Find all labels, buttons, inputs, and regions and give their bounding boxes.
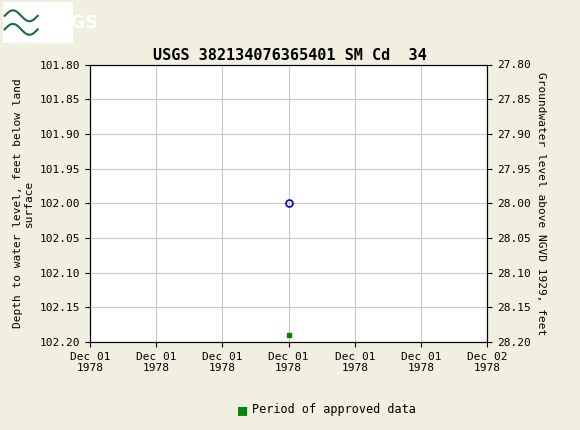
Text: Period of approved data: Period of approved data (252, 403, 416, 416)
Y-axis label: Depth to water level, feet below land
surface: Depth to water level, feet below land su… (13, 78, 34, 328)
Text: USGS: USGS (44, 14, 99, 31)
Text: USGS 382134076365401 SM Cd  34: USGS 382134076365401 SM Cd 34 (153, 48, 427, 62)
Y-axis label: Groundwater level above NGVD 1929, feet: Groundwater level above NGVD 1929, feet (536, 71, 546, 335)
Text: ■: ■ (238, 402, 247, 417)
Bar (3, 2, 72, 43)
